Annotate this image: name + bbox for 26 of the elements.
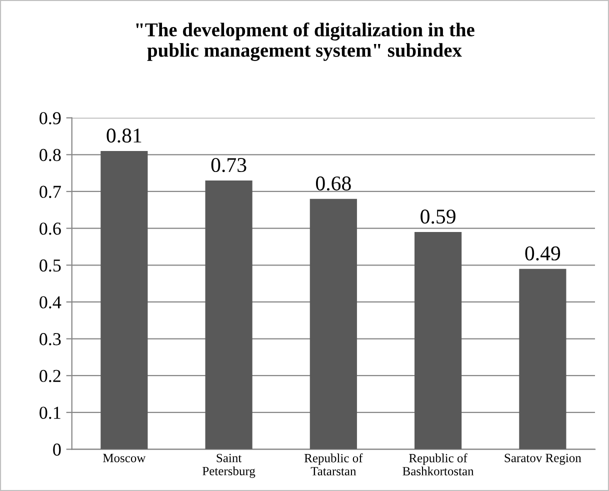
y-tick-label: 0.8 — [40, 148, 61, 162]
bar — [205, 180, 252, 450]
data-label: 0.49 — [525, 246, 560, 261]
y-tick-label: 0.6 — [40, 222, 61, 235]
bar — [310, 198, 357, 450]
chart-title: "The development of digitalization in the public management system" subindex — [136, 22, 474, 61]
data-label: 0.68 — [316, 176, 351, 191]
data-label: 0.73 — [211, 158, 246, 172]
y-tick-label: 0.5 — [40, 259, 61, 272]
x-tick-label: Republic of Tatarstan — [304, 453, 363, 476]
y-tick-label: 0 — [53, 444, 61, 456]
data-label: 0.81 — [106, 128, 142, 143]
x-tick-label: Saint Petersburg — [202, 454, 256, 478]
y-tick-label: 0.9 — [40, 112, 61, 124]
y-tick-label: 0.4 — [40, 296, 62, 308]
bar — [519, 268, 566, 450]
y-tick-label: 0.2 — [40, 370, 60, 382]
x-tick-label: Moscow — [103, 454, 146, 462]
bar — [414, 232, 462, 450]
y-tick-label: 0.1 — [40, 406, 60, 419]
data-label: 0.59 — [420, 210, 456, 224]
x-tick-label: Saratov Region — [504, 454, 582, 465]
bar — [100, 150, 148, 450]
x-tick-label: Republic of Bashkortostan — [402, 453, 474, 476]
y-tick-label: 0.7 — [40, 186, 61, 198]
y-tick-label: 0.3 — [40, 333, 61, 346]
